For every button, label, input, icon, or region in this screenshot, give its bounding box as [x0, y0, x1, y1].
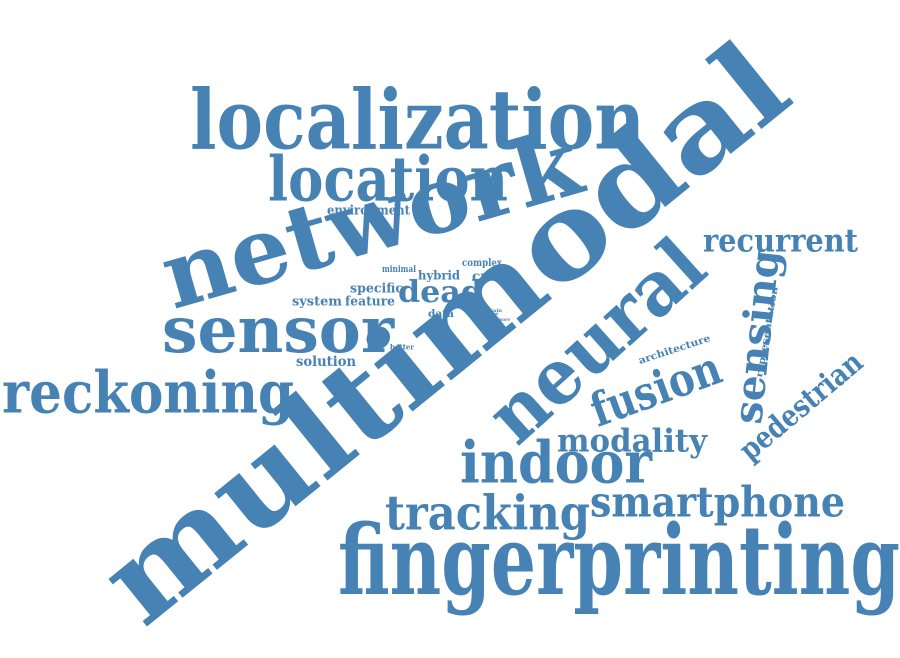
word-cross: cross: [472, 269, 512, 285]
word-environment: environment: [327, 203, 410, 219]
word-feature: feature: [345, 294, 395, 310]
word-solution: solution: [296, 353, 356, 370]
word-more: more: [498, 317, 510, 323]
word-complex: complex: [462, 258, 502, 269]
word-train: train: [488, 308, 502, 314]
word-specific: specific: [350, 281, 403, 297]
word-tracking: tracking: [385, 485, 590, 542]
word-indoor: indoor: [460, 428, 652, 497]
word-system: system: [292, 294, 342, 310]
word-recurrent: recurrent: [703, 221, 858, 260]
word-location: location: [268, 142, 508, 216]
word-sensor: sensor: [162, 292, 394, 368]
word-smartphone: smartphone: [590, 477, 845, 527]
word-data: data: [428, 309, 454, 320]
word-fingerprinting: fingerprinting: [338, 504, 900, 618]
word-dead: dead: [398, 275, 483, 310]
word-hybrid: hybrid: [418, 268, 460, 283]
word-localization: localization: [190, 72, 645, 169]
word-better: better: [390, 342, 414, 352]
word-modality: modality: [557, 421, 707, 460]
word-minimal: minimal: [382, 264, 416, 275]
word-reckoning: reckoning: [2, 358, 294, 427]
word-sensing: sensing: [724, 247, 790, 427]
